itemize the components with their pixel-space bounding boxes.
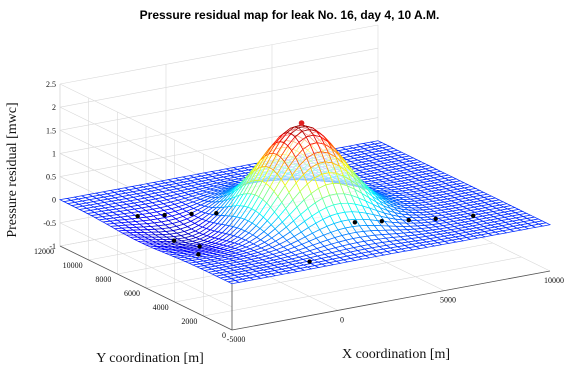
- x-axis-label: X coordination [m]: [342, 347, 450, 362]
- sensor-point: [471, 213, 476, 218]
- axis-line: [59, 245, 233, 331]
- z-tick-label: 0: [52, 196, 56, 205]
- y-tick-label: 4000: [153, 303, 169, 312]
- peak-marker: [298, 120, 305, 126]
- y-tick-label: 12000: [34, 247, 54, 256]
- x-tick-label: 10000: [544, 276, 564, 285]
- y-tick-label: 8000: [95, 275, 111, 284]
- z-tick-label: -0.5: [43, 219, 56, 228]
- z-tick-label: 2.5: [46, 80, 56, 89]
- sensor-point: [433, 216, 438, 222]
- sensor-point: [162, 212, 167, 218]
- grid-line: [59, 94, 379, 154]
- surface-cell: [537, 222, 552, 227]
- chart-title: Pressure residual map for leak No. 16, d…: [139, 8, 440, 22]
- y-tick-label: 0: [222, 331, 226, 340]
- z-axis-label: Pressure residual [mwc]: [5, 102, 20, 237]
- sensor-point: [189, 211, 194, 217]
- z-tick-label: 1: [52, 149, 56, 158]
- axis-line: [231, 270, 551, 331]
- sensor-point: [214, 211, 219, 216]
- grid-line: [174, 242, 493, 303]
- sensor-point: [197, 244, 202, 249]
- z-tick-label: 2: [52, 103, 56, 112]
- grid-line: [59, 70, 379, 131]
- y-axis-label: Y coordination [m]: [96, 351, 204, 366]
- z-tick-label: 1.5: [46, 126, 56, 135]
- grid-line: [59, 24, 379, 85]
- y-tick-label: 2000: [181, 317, 197, 326]
- y-tick-label: 10000: [63, 261, 83, 270]
- tick-labels: -1 -0.5 0 0.5 1 1.5 2 2.5 0 2000 4000 6000 8000 10000…: [34, 80, 564, 344]
- grid-line: [59, 117, 379, 177]
- z-tick-label: -1: [49, 242, 56, 251]
- grid-line: [59, 47, 379, 108]
- sensor-point: [379, 218, 384, 224]
- sensor-point: [171, 238, 177, 243]
- sensor-point: [196, 252, 201, 257]
- sensor-point: [352, 220, 358, 225]
- x-tick-label: 0: [340, 315, 344, 324]
- surface-mesh: [58, 124, 552, 285]
- x-tick-label: -5000: [227, 335, 246, 344]
- sensor-point: [406, 217, 411, 223]
- x-tick-label: 5000: [440, 296, 456, 305]
- sensor-points: [135, 120, 476, 264]
- z-tick-label: 0.5: [46, 173, 56, 182]
- grid-line: [203, 256, 522, 317]
- sensor-point: [135, 214, 140, 219]
- sensor-point: [307, 259, 312, 264]
- y-tick-label: 6000: [124, 289, 140, 298]
